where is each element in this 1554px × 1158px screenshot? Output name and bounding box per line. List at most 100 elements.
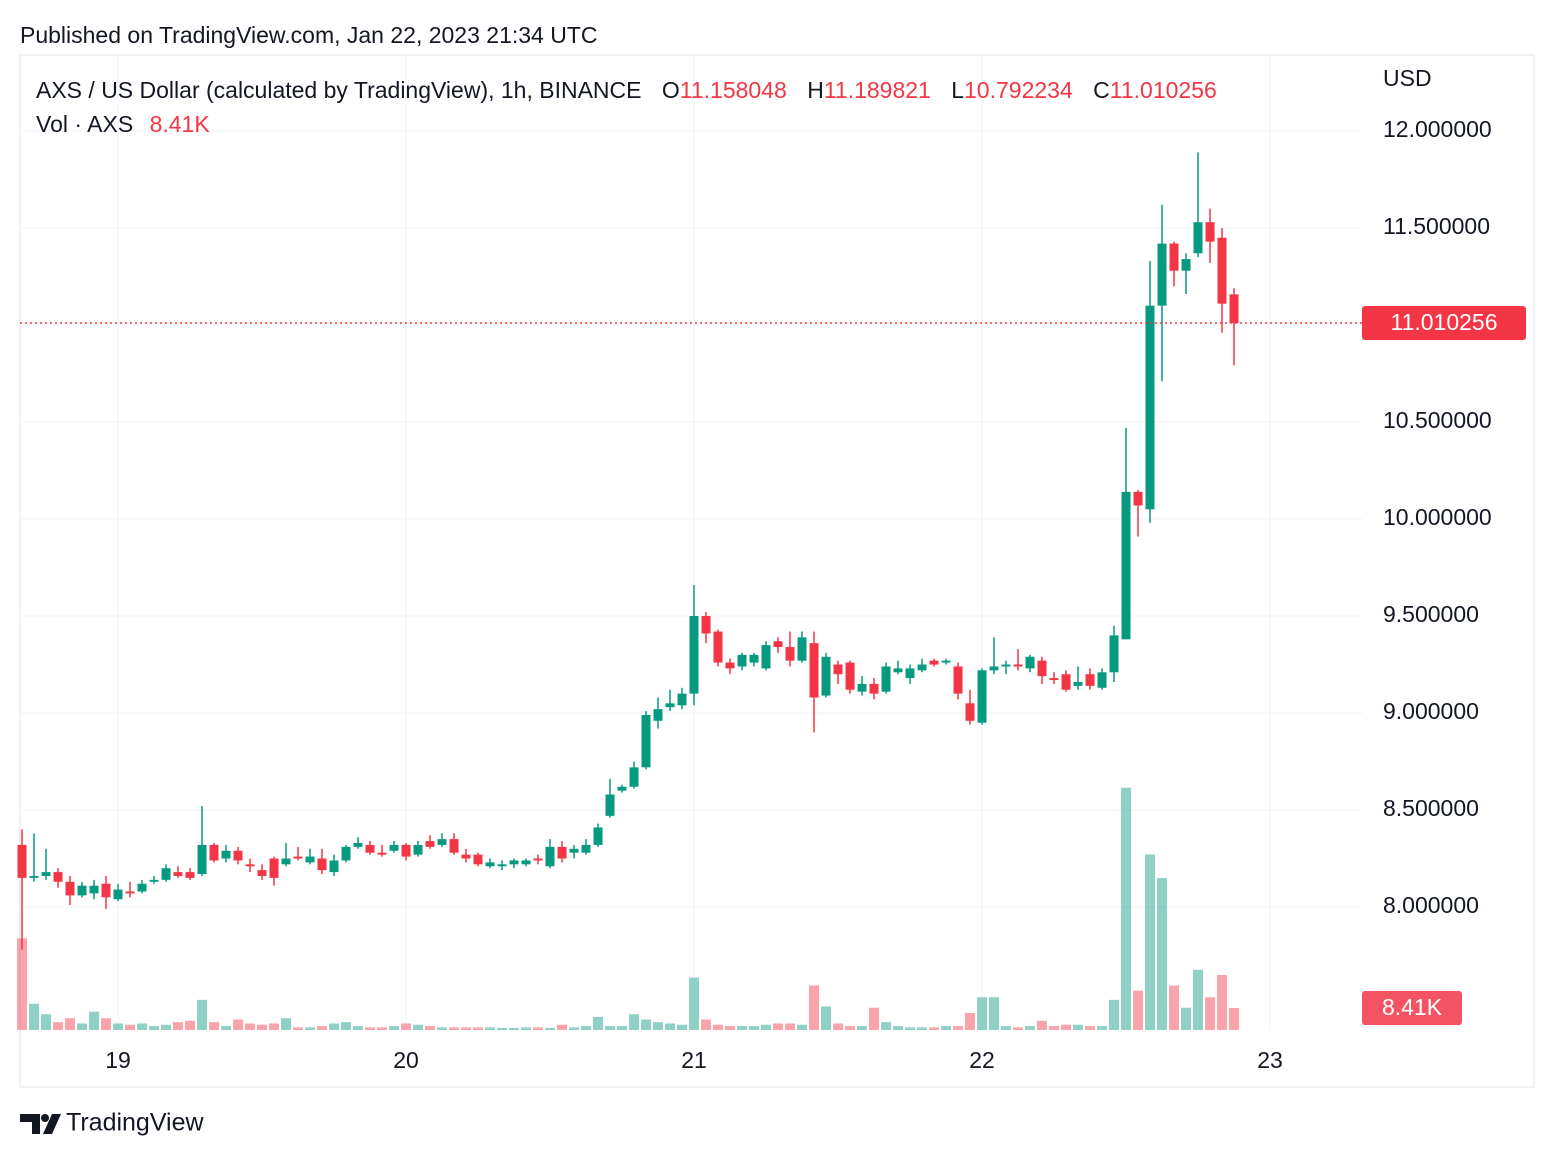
candle-body [233,850,243,861]
volume-bar [136,1023,147,1030]
last-price-label: 11.010256 [1390,309,1497,335]
volume-bar [329,1023,340,1030]
candle-body [281,858,291,865]
volume-bar [617,1026,628,1030]
volume-bar [316,1026,327,1030]
candle-body [965,703,975,721]
candle-body [833,664,843,675]
candle-body [761,645,771,669]
volume-bar [1205,997,1216,1030]
candle-body [905,668,915,679]
volume-bar [449,1027,460,1030]
volume-bar [821,1006,832,1030]
volume-bar [424,1026,435,1030]
candle-body [1121,491,1131,640]
volume-bar [604,1026,615,1030]
candle-body [665,703,675,708]
ohlc-label: C [1093,77,1110,103]
y-tick-label: 8.000000 [1383,892,1479,918]
candle-body [1013,664,1023,667]
volume-bar [881,1022,892,1030]
candle-body [41,872,51,876]
candle-body [125,891,135,894]
volume-bar [41,1014,52,1030]
volume-bar [640,1019,651,1030]
volume-bar [869,1007,880,1030]
y-tick-label: 10.000000 [1383,504,1492,530]
volume-bar [797,1024,808,1030]
volume-bar [113,1023,124,1030]
candle-body [389,844,399,851]
volume-bar [1169,985,1180,1030]
volume-bar [1217,974,1228,1030]
volume-bar [257,1024,268,1030]
volume-bar [977,997,988,1030]
candle-body [689,616,699,694]
candle-body [485,862,495,867]
volume-bar [701,1019,712,1030]
ohlc-label: H [807,77,824,103]
x-tick-label: 21 [681,1047,707,1073]
volume-bar [401,1023,412,1030]
candle-body [749,654,759,663]
candle-body [953,666,963,694]
volume-bar [77,1023,88,1030]
volume-bar [773,1023,784,1030]
candle-body [161,868,171,880]
candle-body [1181,259,1191,271]
candle-body [917,664,927,671]
volume-bar [208,1022,219,1030]
candle-body [941,660,951,663]
candle-body [17,844,27,878]
volume-bar [917,1027,928,1030]
volume-bar [1085,1026,1096,1030]
volume-bar [1157,878,1168,1030]
volume-bar [1001,1026,1012,1030]
volume-bar [1073,1024,1084,1030]
symbol-title: AXS / US Dollar (calculated by TradingVi… [36,77,642,103]
volume-bar [761,1024,772,1030]
volume-bar [1193,969,1204,1030]
candle-body [533,858,543,861]
candle-body [725,662,735,669]
candle-body [773,641,783,648]
candle-body [1217,237,1227,304]
candle-body [185,872,195,878]
candle-body [65,881,75,896]
volume-bar [388,1026,399,1030]
candle-body [1133,491,1143,506]
volume-pane [17,787,1240,1030]
volume-bar [244,1023,255,1030]
volume-bar [377,1027,388,1030]
candle-body [497,864,507,867]
candle-body [581,844,591,853]
volume-bar [172,1022,183,1030]
volume-bar [929,1027,940,1030]
grid [20,55,1362,1030]
volume-bar [1121,787,1132,1030]
axes: 8.000000 8.500000 9.000000 9.500000 10.00000… [20,116,1526,1073]
y-tick-label: 11.500000 [1383,213,1490,239]
volume-bar [713,1024,724,1030]
volume-bar [857,1026,868,1030]
candle-body [425,841,435,847]
candle-body [977,670,987,723]
volume-bar [905,1027,916,1030]
volume-bar [521,1027,532,1030]
volume-bar [1013,1027,1024,1030]
y-tick-label: 12.000000 [1383,116,1492,142]
candle-body [77,885,87,896]
candle-body [1193,222,1203,254]
candle-body [341,846,351,861]
volume-bar [676,1024,687,1030]
ohlc-value: 11.158048 [679,77,787,103]
volume-bar [53,1022,64,1030]
candle-body [245,864,255,867]
candle-body [869,683,879,694]
published-note: Published on TradingView.com, Jan 22, 20… [20,22,598,48]
candle-body [1061,674,1071,690]
candle-body [605,794,615,816]
currency-label: USD [1383,65,1432,91]
candle-body [737,654,747,667]
candle-body [173,872,183,876]
